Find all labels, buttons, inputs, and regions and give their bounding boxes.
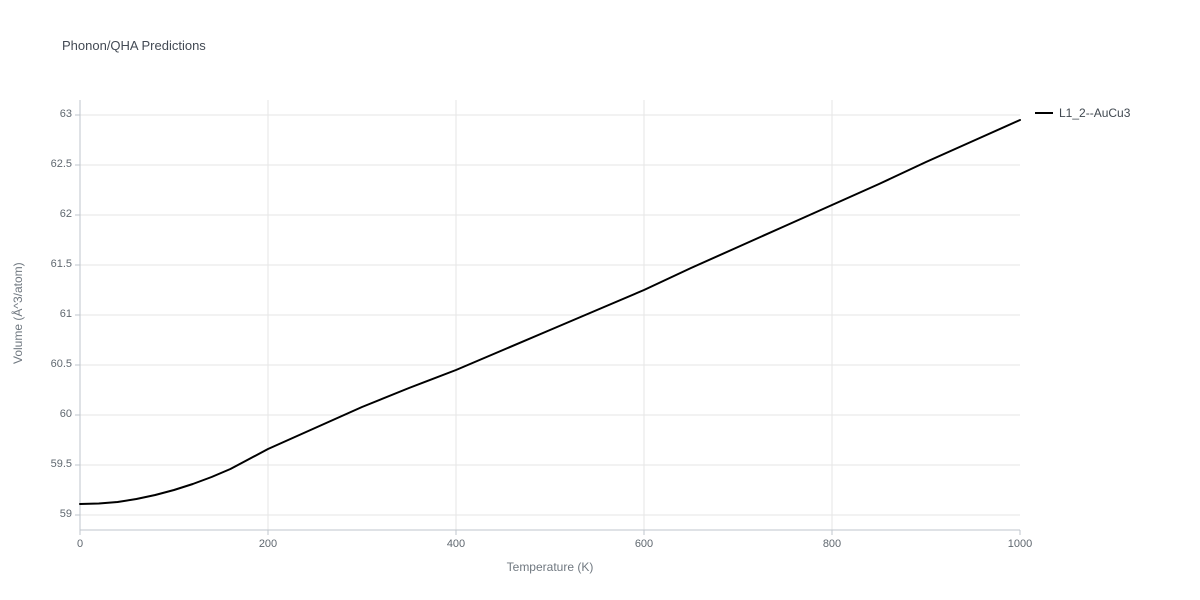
y-tick-label: 61.5 bbox=[51, 258, 72, 270]
y-tick-label: 60 bbox=[60, 408, 72, 420]
legend-series-label: L1_2--AuCu3 bbox=[1059, 106, 1130, 120]
x-tick-label: 1000 bbox=[1005, 538, 1035, 550]
x-tick-label: 800 bbox=[817, 538, 847, 550]
x-tick-label: 600 bbox=[629, 538, 659, 550]
y-tick-label: 59 bbox=[60, 508, 72, 520]
y-tick-label: 61 bbox=[60, 308, 72, 320]
plot-svg bbox=[0, 0, 1200, 600]
legend-series-line bbox=[1035, 112, 1053, 114]
y-tick-label: 60.5 bbox=[51, 358, 72, 370]
x-tick-label: 400 bbox=[441, 538, 471, 550]
y-tick-label: 59.5 bbox=[51, 458, 72, 470]
x-axis-label: Temperature (K) bbox=[80, 560, 1020, 574]
y-tick-label: 63 bbox=[60, 108, 72, 120]
chart-container: { "chart": { "type": "line", "title": "P… bbox=[0, 0, 1200, 600]
series-line bbox=[80, 120, 1020, 504]
y-axis-label: Volume (Å^3/atom) bbox=[11, 264, 25, 364]
y-tick-label: 62.5 bbox=[51, 158, 72, 170]
x-tick-label: 0 bbox=[65, 538, 95, 550]
y-tick-label: 62 bbox=[60, 208, 72, 220]
x-tick-label: 200 bbox=[253, 538, 283, 550]
